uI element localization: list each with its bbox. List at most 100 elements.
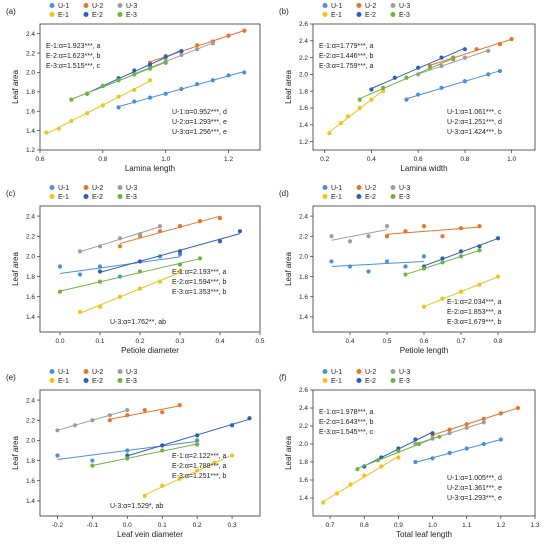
legend-marker-u-2 bbox=[356, 369, 362, 374]
point-e-1 bbox=[100, 103, 105, 108]
panel-e: (e) 1.4 1.6 1.8 2.0 2.2 2.4 -0.2 -0.1 0.0 0.1 0.2 0.… bbox=[6, 369, 261, 539]
point-e-3 bbox=[57, 289, 63, 294]
point-e-1 bbox=[362, 473, 367, 478]
annotation: U-2:α=1.361***, e bbox=[447, 485, 502, 492]
annotation: U-3:α=1.529*, ab bbox=[110, 503, 163, 510]
point-e-2 bbox=[237, 229, 243, 234]
legend-label-e-2: E-2 bbox=[92, 194, 103, 201]
x-tick-label: -0.1 bbox=[87, 522, 99, 529]
point-e-1 bbox=[229, 453, 235, 458]
fit-line-u-2 bbox=[109, 405, 180, 420]
point-u-1 bbox=[497, 68, 503, 74]
legend-label-e-1: E-1 bbox=[331, 378, 342, 385]
legend-label-u-1: U-1 bbox=[58, 3, 69, 10]
point-u-1 bbox=[329, 259, 334, 264]
annotation: U-2:α=1.251***, d bbox=[447, 119, 502, 126]
x-tick-label: 1.0 bbox=[507, 156, 516, 163]
fit-line-e-3 bbox=[92, 443, 198, 466]
legend-label-u-2: U-2 bbox=[92, 185, 103, 192]
point-e-3 bbox=[177, 262, 183, 267]
x-tick-label: 0.8 bbox=[98, 156, 107, 163]
point-e-3 bbox=[147, 66, 153, 71]
legend-label-u-3: U-3 bbox=[126, 3, 137, 10]
x-axis-title: Lamina length bbox=[125, 164, 175, 173]
y-tick-label: 1.6 bbox=[26, 478, 35, 485]
point-u-3 bbox=[117, 236, 123, 241]
point-u-1 bbox=[464, 446, 469, 451]
annotation: U-3:α=1.424***, b bbox=[447, 129, 502, 136]
x-tick-label: 0.7 bbox=[326, 522, 335, 529]
point-u-2 bbox=[440, 234, 445, 239]
y-axis-title: Leaf area bbox=[284, 70, 293, 104]
point-u-1 bbox=[57, 264, 63, 269]
point-u-2 bbox=[125, 413, 130, 418]
point-e-3 bbox=[357, 97, 362, 102]
point-e-1 bbox=[345, 114, 351, 119]
point-e-2 bbox=[217, 239, 223, 244]
point-u-1 bbox=[447, 450, 452, 456]
legend-marker-e-3 bbox=[390, 378, 396, 383]
y-tick-label: 2.6 bbox=[299, 21, 308, 28]
legend-marker-u-1 bbox=[49, 185, 55, 190]
legend-label-u-2: U-2 bbox=[365, 3, 376, 10]
x-tick-label: 0.4 bbox=[367, 156, 376, 163]
point-e-2 bbox=[179, 49, 184, 54]
point-u-1 bbox=[430, 456, 435, 461]
x-tick-label: 1.2 bbox=[496, 522, 505, 529]
legend-marker-u-1 bbox=[322, 369, 328, 374]
point-e-2 bbox=[177, 249, 183, 254]
x-tick-label: 0.1 bbox=[95, 338, 104, 345]
point-e-3 bbox=[125, 456, 130, 461]
x-tick-label: 0.4 bbox=[345, 338, 354, 345]
legend-marker-e-1 bbox=[322, 12, 328, 17]
y-axis-title: Leaf area bbox=[284, 252, 293, 286]
legend-label-e-1: E-1 bbox=[58, 194, 69, 201]
panel-a: (a) 1.2 1.4 1.6 1.8 2.0 2.2 2.4 0.6 0.8 1.0 1.2 Lami… bbox=[6, 3, 261, 173]
legend-marker-u-1 bbox=[49, 369, 55, 374]
panel-label: (d) bbox=[279, 189, 289, 198]
legend-marker-u-3 bbox=[117, 369, 123, 374]
annotation: E-1:α=1.978***, a bbox=[319, 409, 374, 416]
fit-line-u-2 bbox=[432, 407, 519, 436]
plot-frame bbox=[312, 389, 536, 517]
y-tick-label: 1.4 bbox=[299, 122, 308, 129]
y-tick-label: 1.8 bbox=[26, 274, 35, 281]
point-e-2 bbox=[132, 68, 137, 73]
legend-marker-e-1 bbox=[322, 194, 328, 199]
point-e-2 bbox=[440, 256, 445, 261]
fit-line-u-1 bbox=[406, 70, 501, 100]
y-tick-label: 2.2 bbox=[26, 50, 35, 57]
point-u-2 bbox=[177, 403, 182, 408]
x-tick-label: 0.5 bbox=[382, 338, 391, 345]
annotation: E-1:α=1.779***, a bbox=[319, 43, 374, 50]
point-u-1 bbox=[366, 269, 371, 274]
point-u-2 bbox=[160, 410, 165, 415]
point-u-2 bbox=[515, 405, 521, 411]
point-u-1 bbox=[55, 453, 60, 458]
point-e-1 bbox=[177, 476, 182, 481]
point-e-1 bbox=[348, 482, 353, 487]
point-u-2 bbox=[481, 416, 486, 421]
x-tick-label: -0.2 bbox=[52, 522, 64, 529]
point-u-1 bbox=[132, 99, 137, 104]
point-e-3 bbox=[163, 60, 168, 65]
y-tick-label: 1.6 bbox=[299, 105, 308, 112]
point-e-2 bbox=[462, 47, 467, 52]
point-e-1 bbox=[116, 94, 121, 99]
point-u-3 bbox=[439, 63, 444, 69]
point-u-1 bbox=[384, 259, 390, 264]
annotation: E-1:α=2.193***, a bbox=[172, 269, 227, 276]
y-axis-title: Leaf area bbox=[284, 436, 293, 470]
panel-f: (f) 1.4 1.6 1.8 2.0 2.2 2.4 2.6 0.7 0.8 0.9 1.0 1.1 1… bbox=[279, 369, 540, 539]
y-tick-label: 2.2 bbox=[299, 233, 308, 240]
point-u-1 bbox=[439, 85, 444, 90]
legend-label-u-1: U-1 bbox=[331, 3, 342, 10]
annotation: U-1:α=1.061***, c bbox=[447, 109, 502, 116]
panel-label: (b) bbox=[279, 7, 289, 16]
y-tick-label: 1.4 bbox=[26, 498, 35, 505]
point-e-1 bbox=[369, 97, 374, 102]
point-e-2 bbox=[125, 453, 130, 458]
point-e-1 bbox=[132, 87, 137, 93]
legend-marker-u-3 bbox=[390, 185, 396, 190]
panel-c: (c) 1.4 1.6 1.8 2.0 2.2 2.4 0.0 0.1 0.2 0.3 0.4 0.5 P… bbox=[6, 185, 265, 355]
